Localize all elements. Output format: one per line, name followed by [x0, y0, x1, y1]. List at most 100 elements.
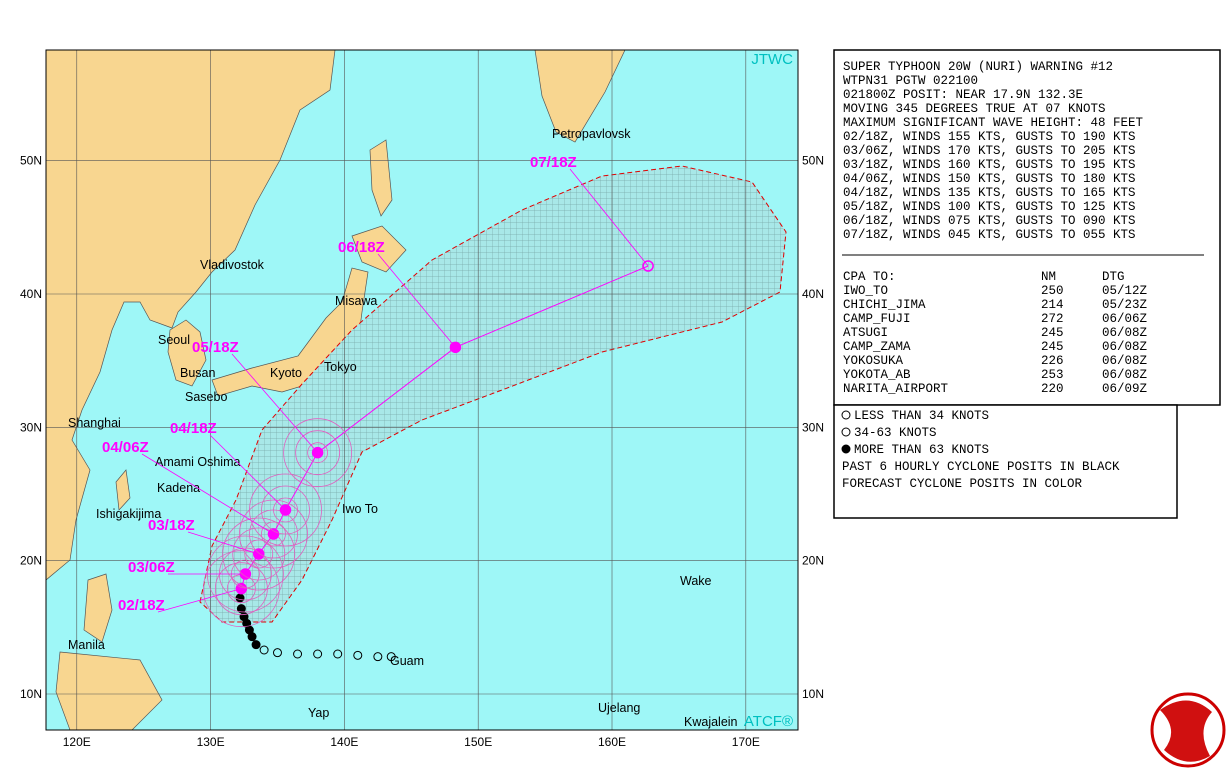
place-label: Tokyo	[324, 360, 357, 374]
cpa-cell: 220	[1041, 382, 1064, 396]
legend-line: 34-63 KNOTS	[854, 426, 937, 440]
cpa-cell: 214	[1041, 298, 1064, 312]
legend-symbol-typhoon	[841, 444, 851, 454]
cpa-cell: 245	[1041, 340, 1064, 354]
cpa-cell: 253	[1041, 368, 1064, 382]
wind-radius	[232, 527, 286, 581]
warning-line: 06/18Z, WINDS 075 KTS, GUSTS TO 090 KTS	[843, 214, 1136, 228]
y-tick-label: 30N	[802, 420, 824, 434]
forecast-position	[267, 528, 280, 540]
place-label: Busan	[180, 366, 215, 380]
forecast-position	[279, 504, 292, 516]
cpa-cell: 06/08Z	[1102, 368, 1148, 382]
past-position	[353, 650, 363, 660]
wind-radius	[307, 442, 329, 464]
past-position	[259, 645, 269, 655]
map-frame	[45, 49, 799, 731]
cpa-cell: 245	[1041, 326, 1064, 340]
label-leader	[187, 531, 259, 555]
y-tick-label: 20N	[802, 554, 824, 568]
past-position	[386, 652, 396, 662]
warning-line: 021800Z POSIT: NEAR 17.9N 132.3E	[843, 88, 1083, 102]
past-position	[272, 648, 282, 658]
place-label: Misawa	[335, 294, 377, 308]
x-tick-label: 160E	[598, 735, 626, 749]
warning-line: 07/18Z, WINDS 045 KTS, GUSTS TO 055 KTS	[843, 228, 1136, 242]
forecast-label: 05/18Z	[192, 339, 239, 356]
warning-line: 05/18Z, WINDS 100 KTS, GUSTS TO 125 KTS	[843, 200, 1136, 214]
wind-radius	[249, 473, 322, 547]
past-position	[247, 632, 257, 642]
warning-line: 04/18Z, WINDS 135 KTS, GUSTS TO 165 KTS	[843, 186, 1136, 200]
place-label: Yap	[308, 706, 329, 720]
x-tick-label: 140E	[330, 735, 358, 749]
forecast-label: 04/06Z	[102, 439, 149, 456]
wind-radius	[239, 499, 308, 569]
legend-symbol-weak	[841, 410, 851, 420]
legend-line: MORE THAN 63 KNOTS	[854, 443, 989, 457]
cpa-cell: IWO_TO	[843, 284, 888, 298]
place-label: Manila	[68, 638, 105, 652]
place-label: Ujelang	[598, 701, 640, 715]
cpa-header: CPA TO:	[843, 270, 896, 284]
forecast-label: 07/18Z	[530, 154, 577, 171]
label-leader	[209, 434, 286, 511]
place-label: Kadena	[157, 481, 200, 495]
forecast-label: 04/18Z	[170, 420, 217, 437]
forecast-position	[642, 260, 654, 272]
forecast-position	[449, 341, 462, 354]
place-label: Seoul	[158, 333, 190, 347]
cpa-cell: NARITA_AIRPORT	[843, 382, 949, 396]
warning-line: WTPN31 PGTW 022100	[843, 74, 978, 88]
y-tick-label: 10N	[802, 687, 824, 701]
cpa-header: DTG	[1102, 270, 1125, 284]
past-position	[293, 649, 303, 659]
past-position	[235, 593, 245, 603]
forecast-position	[239, 568, 252, 580]
y-tick-label: 10N	[20, 687, 42, 701]
label-leader	[377, 253, 456, 348]
label-leader	[231, 353, 318, 453]
cpa-cell: CAMP_FUJI	[843, 312, 911, 326]
cpa-cell: 06/06Z	[1102, 312, 1148, 326]
place-label: Wake	[680, 574, 712, 588]
past-position	[313, 649, 323, 659]
past-position	[251, 640, 261, 650]
place-label: Petropavlovsk	[552, 127, 631, 141]
cpa-cell: 06/09Z	[1102, 382, 1148, 396]
x-tick-label: 130E	[197, 735, 225, 749]
legend-symbol-storm	[841, 427, 851, 437]
legend-line: LESS THAN 34 KNOTS	[854, 409, 989, 423]
cpa-cell: ATSUGI	[843, 326, 888, 340]
wind-radius	[222, 517, 296, 591]
forecast-label: 03/18Z	[148, 517, 195, 534]
x-tick-label: 120E	[63, 735, 91, 749]
place-label: Shanghai	[68, 416, 121, 430]
label-leader	[569, 168, 649, 267]
forecast-label: 02/18Z	[118, 597, 165, 614]
wind-radius	[244, 539, 274, 569]
wind-radius	[202, 550, 280, 628]
wind-radius	[261, 485, 310, 535]
warning-line: SUPER TYPHOON 20W (NURI) WARNING #12	[843, 60, 1113, 74]
cpa-cell: 06/08Z	[1102, 326, 1148, 340]
cpa-cell: 06/08Z	[1102, 354, 1148, 368]
place-label: Kyoto	[270, 366, 302, 380]
warning-line: 03/06Z, WINDS 170 KTS, GUSTS TO 205 KTS	[843, 144, 1136, 158]
place-label: Kwajalein	[684, 715, 738, 729]
place-label: Amami Oshima	[155, 455, 240, 469]
place-label: Guam	[390, 654, 424, 668]
cpa-cell: 226	[1041, 354, 1064, 368]
land	[46, 50, 626, 730]
forecast-label: 06/18Z	[338, 239, 385, 256]
y-tick-label: 20N	[20, 554, 42, 568]
forecast-label: 03/06Z	[128, 559, 175, 576]
warning-line: 02/18Z, WINDS 155 KTS, GUSTS TO 190 KTS	[843, 130, 1136, 144]
cpa-cell: 05/12Z	[1102, 284, 1148, 298]
logo	[1150, 692, 1226, 768]
x-tick-label: 170E	[732, 735, 760, 749]
cpa-cell: CHICHI_JIMA	[843, 298, 926, 312]
y-tick-label: 50N	[20, 154, 42, 168]
cpa-cell: 06/08Z	[1102, 340, 1148, 354]
